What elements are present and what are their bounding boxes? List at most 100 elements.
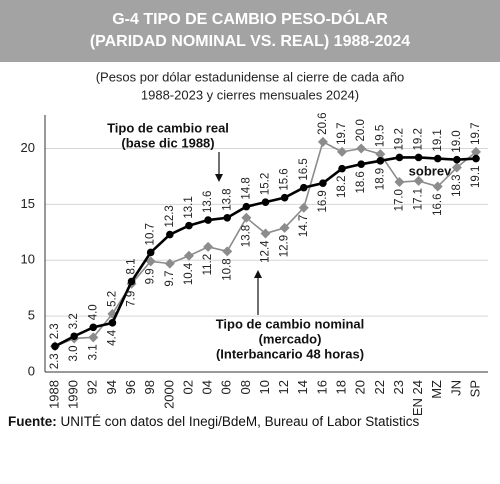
data-label: 3.1 [87, 344, 99, 360]
x-tick-label: 16 [314, 380, 329, 394]
point [260, 228, 271, 239]
point [164, 258, 175, 269]
point [108, 319, 117, 327]
x-tick-label: 06 [219, 380, 234, 394]
x-tick-label: 10 [257, 380, 272, 394]
point [166, 230, 174, 239]
x-tick-label: 1988 [46, 380, 61, 409]
point [222, 246, 233, 257]
x-tick-label: 02 [180, 380, 195, 394]
data-label: 18.3 [451, 175, 463, 197]
point [185, 221, 193, 230]
data-label: 16.9 [317, 190, 329, 212]
data-label: 19.5 [374, 125, 386, 147]
data-label: 10.7 [145, 223, 157, 245]
data-label: 10.8 [221, 258, 233, 280]
annotation: Tipo de cambio nominal [216, 316, 365, 331]
subtitle: 1988-2023 y cierres mensuales 2024) [141, 87, 359, 102]
source-text: UNITÉ con datos del Inegi/BdeM, Bureau o… [61, 414, 420, 429]
point [471, 146, 481, 157]
point [203, 241, 214, 252]
point [88, 332, 99, 343]
data-label: 16.5 [298, 158, 310, 180]
data-label: 18.9 [374, 168, 386, 190]
point [51, 342, 59, 351]
annotation: Tipo de cambio real [107, 120, 229, 135]
point [375, 149, 386, 160]
x-tick-label: 04 [200, 380, 215, 394]
point [472, 154, 480, 163]
y-tick-label: 10 [21, 252, 35, 267]
chart-title: (PARIDAD NOMINAL VS. REAL) 1988-2024 [90, 33, 410, 50]
point [145, 256, 156, 267]
point [357, 160, 365, 168]
data-label: 18.2 [336, 176, 348, 198]
arrow-head [215, 174, 223, 182]
point [413, 175, 424, 186]
x-tick-label: EN 24 [410, 380, 425, 416]
point [241, 212, 252, 223]
data-label: 19.7 [336, 122, 348, 144]
data-label: 3.2 [68, 313, 80, 329]
y-tick-label: 5 [28, 308, 35, 323]
point [70, 332, 78, 341]
point [261, 198, 270, 206]
data-label: 18.6 [355, 171, 367, 193]
source: Fuente: UNITÉ con datos del Inegi/BdeM, … [8, 414, 419, 429]
point [356, 143, 367, 154]
data-label: 20.6 [317, 112, 329, 134]
point [242, 202, 251, 211]
data-label: 9.9 [145, 268, 157, 284]
x-tick-label: SP [467, 380, 482, 397]
data-label: 19.2 [413, 128, 425, 150]
data-label: 11.2 [202, 254, 214, 276]
annotation: (mercado) [259, 331, 322, 346]
data-label: 19.7 [470, 122, 482, 144]
x-tick-label: 23 [391, 380, 406, 394]
x-tick-label: 20 [353, 380, 368, 394]
point [451, 162, 462, 173]
point [223, 214, 232, 222]
x-tick-label: 96 [123, 380, 138, 394]
data-label: 2.3 [49, 353, 61, 369]
point [89, 323, 98, 332]
x-tick-label: 22 [372, 380, 387, 394]
data-label: 15.2 [260, 173, 272, 195]
data-label: 13.1 [183, 196, 195, 218]
point [433, 154, 442, 163]
point [376, 157, 385, 165]
annotation: (Interbancario 48 horas) [216, 346, 364, 361]
y-tick-label: 20 [21, 140, 35, 155]
data-label: 10.4 [183, 262, 195, 285]
annotation: (base dic 1988) [121, 135, 214, 150]
subtitle: (Pesos por dólar estadunidense al cierre… [96, 69, 405, 84]
title-bar [0, 0, 500, 62]
data-label: 12.4 [260, 240, 272, 263]
x-tick-label: 94 [104, 380, 119, 394]
data-label: 17.1 [413, 188, 425, 210]
data-label: 19.1 [432, 129, 444, 151]
data-label: 12.9 [279, 235, 291, 257]
x-tick-label: 98 [142, 380, 157, 394]
y-tick-label: 0 [28, 363, 35, 378]
data-label: 3.0 [68, 345, 80, 361]
arrow-head [254, 270, 262, 278]
data-label: 4.0 [87, 304, 99, 320]
data-label: 4.4 [106, 329, 118, 346]
x-tick-label: 14 [295, 380, 310, 394]
point [338, 164, 346, 173]
x-tick-label: JN [448, 380, 463, 396]
point [127, 277, 136, 286]
data-label: 19.2 [393, 128, 405, 150]
data-label: 5.2 [106, 291, 118, 307]
point [298, 202, 309, 213]
x-tick-label: 2000 [161, 380, 176, 409]
x-tick-label: MZ [429, 380, 444, 399]
point [319, 179, 327, 187]
x-tick-label: 1990 [66, 380, 81, 409]
data-label: 14.7 [298, 215, 310, 237]
point [432, 181, 443, 192]
data-label: 9.7 [164, 271, 176, 287]
point [337, 146, 348, 157]
